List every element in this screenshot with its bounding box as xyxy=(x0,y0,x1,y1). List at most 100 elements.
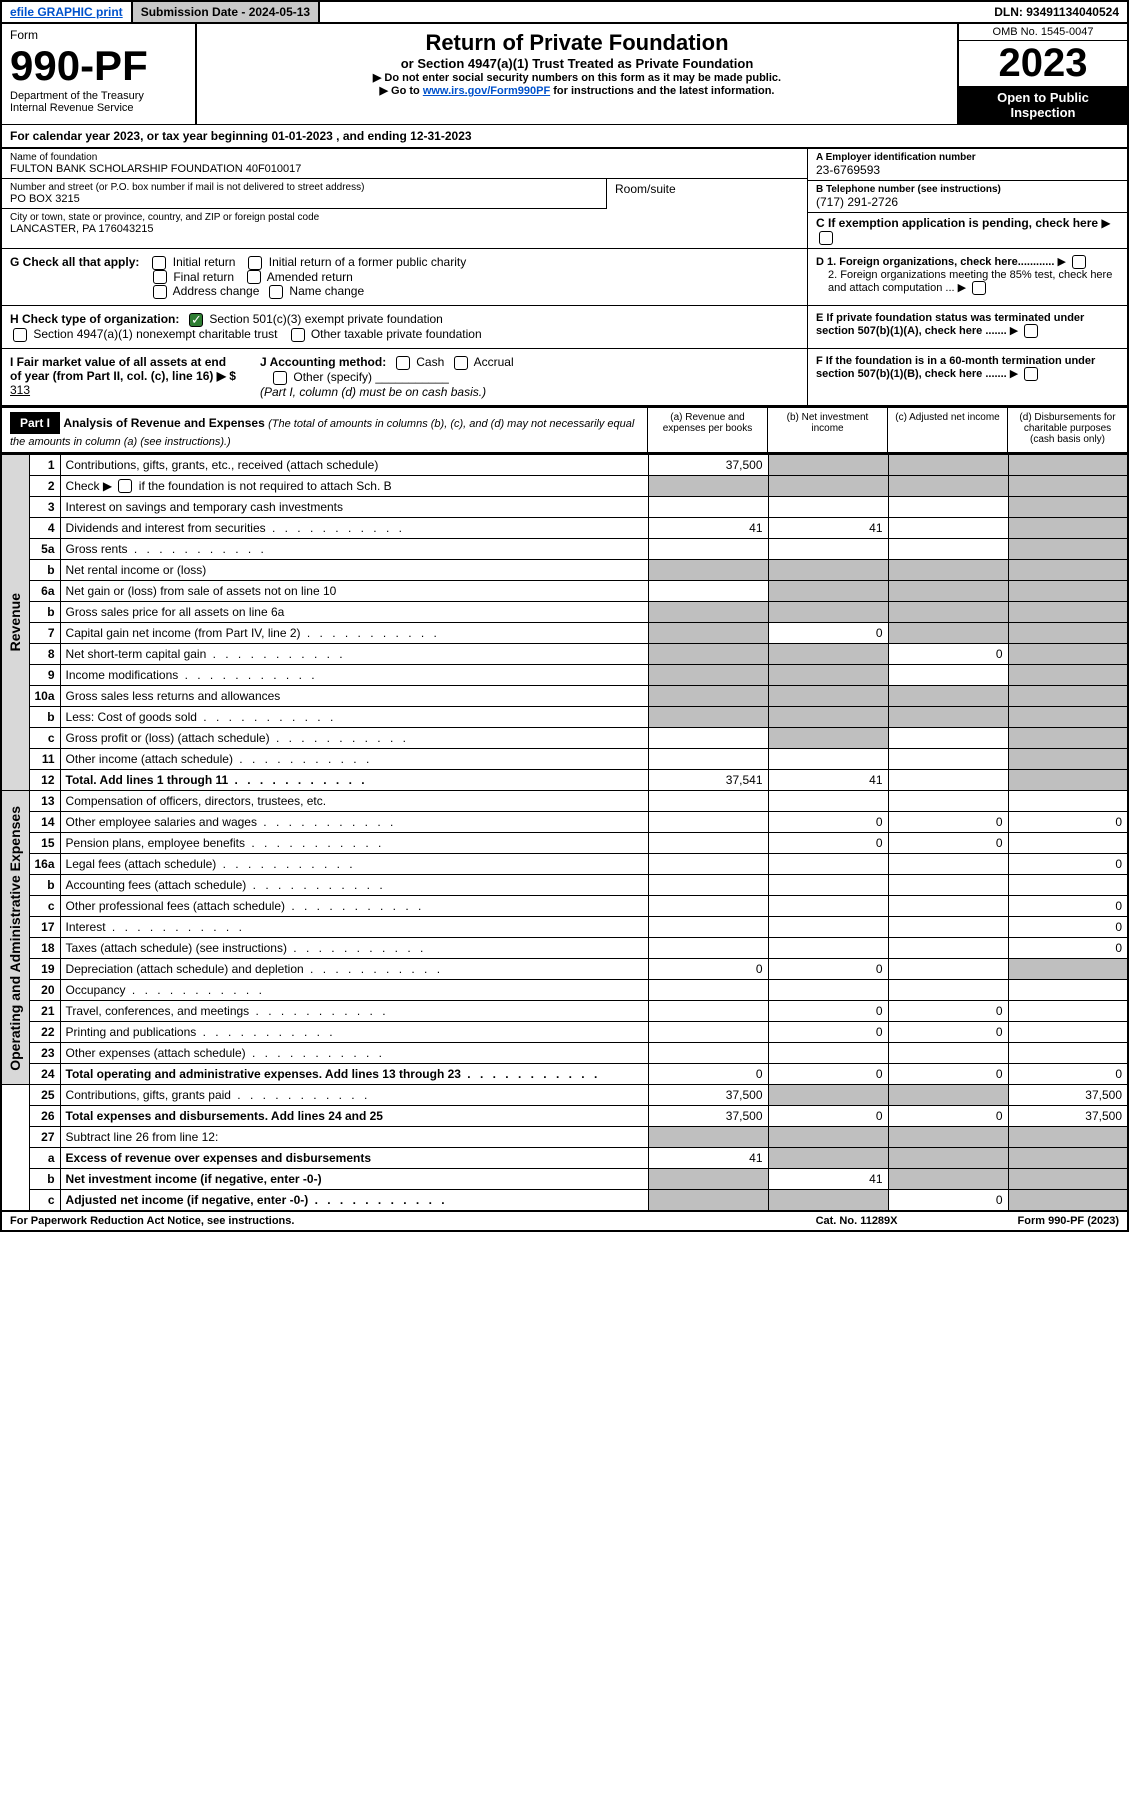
amt-c xyxy=(888,454,1008,475)
arrow-icon: ▶ xyxy=(1010,324,1018,337)
topbar: efile GRAPHIC print Submission Date - 20… xyxy=(0,0,1129,24)
f-checkbox[interactable] xyxy=(1024,367,1038,381)
ein-label: A Employer identification number xyxy=(816,152,1119,163)
line-num: 24 xyxy=(29,1064,60,1085)
city-label: City or town, state or province, country… xyxy=(10,212,799,223)
line-num: 26 xyxy=(29,1106,60,1127)
line-desc: Net gain or (loss) from sale of assets n… xyxy=(60,581,648,602)
g3-label: Final return xyxy=(173,270,234,284)
line-num: c xyxy=(29,1190,60,1211)
table-row: 6aNet gain or (loss) from sale of assets… xyxy=(1,581,1128,602)
line-desc: Income modifications xyxy=(60,665,648,686)
revenue-side-label: Revenue xyxy=(7,593,23,651)
table-row: bNet rental income or (loss) xyxy=(1,560,1128,581)
line-desc: Other employee salaries and wages xyxy=(60,812,648,833)
line-num: 4 xyxy=(29,518,60,539)
line-desc: Check ▶ if the foundation is not require… xyxy=(60,475,648,497)
table-row: 15Pension plans, employee benefits00 xyxy=(1,833,1128,854)
foundation-name: FULTON BANK SCHOLARSHIP FOUNDATION 40F01… xyxy=(10,163,799,175)
g1-checkbox[interactable] xyxy=(152,256,166,270)
g4-checkbox[interactable] xyxy=(247,270,261,284)
h1-checkbox[interactable] xyxy=(189,313,203,327)
table-row: 10aGross sales less returns and allowanc… xyxy=(1,686,1128,707)
line-num: 20 xyxy=(29,980,60,1001)
col-d-head: (d) Disbursements for charitable purpose… xyxy=(1007,408,1127,452)
amt-b: 0 xyxy=(768,812,888,833)
table-row: 16aLegal fees (attach schedule)0 xyxy=(1,854,1128,875)
g2-checkbox[interactable] xyxy=(248,256,262,270)
irs-label: Internal Revenue Service xyxy=(10,102,187,114)
line-num: 9 xyxy=(29,665,60,686)
j1-checkbox[interactable] xyxy=(396,356,410,370)
amt-d: 0 xyxy=(1008,812,1128,833)
h2-checkbox[interactable] xyxy=(13,328,27,342)
f-label: F If the foundation is in a 60-month ter… xyxy=(816,355,1095,380)
amt-c: 0 xyxy=(888,833,1008,854)
arrow-icon: ▶ xyxy=(1057,255,1065,268)
line-num: c xyxy=(29,728,60,749)
city-value: LANCASTER, PA 176043215 xyxy=(10,223,799,235)
d2-checkbox[interactable] xyxy=(972,281,986,295)
h1-label: Section 501(c)(3) exempt private foundat… xyxy=(209,312,442,326)
line-num: 14 xyxy=(29,812,60,833)
amt-b: 0 xyxy=(768,623,888,644)
line-num: 22 xyxy=(29,1022,60,1043)
line-num: 23 xyxy=(29,1043,60,1064)
arrow-icon: ▶ xyxy=(1101,216,1110,230)
h2-label: Section 4947(a)(1) nonexempt charitable … xyxy=(33,327,277,341)
line-desc: Contributions, gifts, grants paid xyxy=(60,1085,648,1106)
amt-a: 37,541 xyxy=(648,770,768,791)
h3-label: Other taxable private foundation xyxy=(311,327,482,341)
lines-table: Revenue 1Contributions, gifts, grants, e… xyxy=(0,454,1129,1212)
g6-checkbox[interactable] xyxy=(269,285,283,299)
h3-checkbox[interactable] xyxy=(291,328,305,342)
table-row: 26Total expenses and disbursements. Add … xyxy=(1,1106,1128,1127)
table-row: bLess: Cost of goods sold xyxy=(1,707,1128,728)
line-num: 7 xyxy=(29,623,60,644)
ssn-note: ▶ Do not enter social security numbers o… xyxy=(217,71,937,84)
j3-checkbox[interactable] xyxy=(273,371,287,385)
amt-b: 41 xyxy=(768,518,888,539)
form-footer-label: Form 990-PF (2023) xyxy=(1018,1215,1119,1227)
line-desc: Legal fees (attach schedule) xyxy=(60,854,648,875)
part1-header: Part I Analysis of Revenue and Expenses … xyxy=(0,407,1129,454)
goto-pre: ▶ Go to xyxy=(380,85,423,97)
amt-d: 37,500 xyxy=(1008,1085,1128,1106)
amt-c: 0 xyxy=(888,812,1008,833)
inspection-label: Open to Public Inspection xyxy=(959,86,1127,124)
ein-value: 23-6769593 xyxy=(816,163,1119,177)
amt-a: 0 xyxy=(648,1064,768,1085)
d1-checkbox[interactable] xyxy=(1072,255,1086,269)
efile-link[interactable]: efile GRAPHIC print xyxy=(10,5,123,19)
arrow-icon: ▶ xyxy=(1010,367,1018,380)
c-checkbox[interactable] xyxy=(819,231,833,245)
line-num: 18 xyxy=(29,938,60,959)
c-label: C If exemption application is pending, c… xyxy=(816,216,1098,230)
table-row: aExcess of revenue over expenses and dis… xyxy=(1,1148,1128,1169)
line-desc: Other professional fees (attach schedule… xyxy=(60,896,648,917)
d-label: D 1. Foreign organizations, check here..… xyxy=(816,256,1054,268)
line-num: 19 xyxy=(29,959,60,980)
schb-checkbox[interactable] xyxy=(118,479,132,493)
g5-checkbox[interactable] xyxy=(153,285,167,299)
line-desc: Depreciation (attach schedule) and deple… xyxy=(60,959,648,980)
e-checkbox[interactable] xyxy=(1024,324,1038,338)
table-row: 9Income modifications xyxy=(1,665,1128,686)
line-desc: Capital gain net income (from Part IV, l… xyxy=(60,623,648,644)
calendar-year-line: For calendar year 2023, or tax year begi… xyxy=(0,124,1129,149)
line-num: 17 xyxy=(29,917,60,938)
irs-link[interactable]: www.irs.gov/Form990PF xyxy=(423,85,550,97)
table-row: Operating and Administrative Expenses 13… xyxy=(1,791,1128,812)
g3-checkbox[interactable] xyxy=(153,270,167,284)
amt-a: 37,500 xyxy=(648,1106,768,1127)
table-row: 14Other employee salaries and wages000 xyxy=(1,812,1128,833)
g-label: G Check all that apply: xyxy=(10,255,139,269)
line-num: 3 xyxy=(29,497,60,518)
line-desc: Subtract line 26 from line 12: xyxy=(60,1127,648,1148)
g4-label: Amended return xyxy=(267,270,353,284)
amt-b: 0 xyxy=(768,1064,888,1085)
line-desc: Interest on savings and temporary cash i… xyxy=(60,497,648,518)
room-label: Room/suite xyxy=(615,182,799,196)
j2-checkbox[interactable] xyxy=(454,356,468,370)
col-c-head: (c) Adjusted net income xyxy=(887,408,1007,452)
